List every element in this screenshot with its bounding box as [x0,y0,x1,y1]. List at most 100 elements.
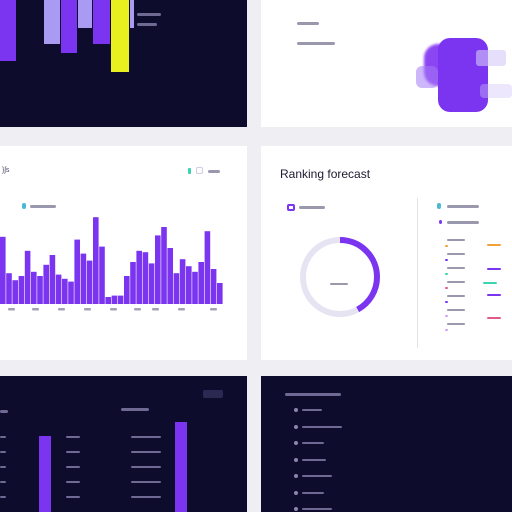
placeholder-label [66,496,80,498]
placeholder-label [330,283,348,285]
histogram-bar [105,297,111,304]
histogram-bar [43,264,49,304]
histogram-bar [24,250,31,304]
list-item-placeholder[interactable] [302,475,332,477]
histogram-bar [93,217,99,304]
list-item-placeholder[interactable] [302,458,326,461]
histogram-bar [204,231,211,304]
placeholder-label [447,253,465,255]
histogram-bar [31,271,37,304]
axis-tick-placeholder [58,308,65,311]
list-bullet-icon [294,441,298,445]
legend-swatch [445,245,448,247]
page-title: Ranking forecast [280,167,371,181]
placeholder-label [66,451,80,453]
legend-swatch [487,244,501,246]
histogram-card: }ʃs [0,146,247,360]
histogram-bar [62,278,68,304]
histogram-bar [74,239,80,304]
histogram-bar [18,276,25,304]
histogram-bar [186,266,192,304]
legend-swatch [445,315,448,317]
placeholder-label [447,221,479,224]
legend-dot-icon [188,168,191,174]
legend-swatch [487,294,501,296]
axis-tick-placeholder [134,308,141,311]
histogram-bar [198,262,204,304]
donut-arc [300,237,380,317]
bottom-bars-card [0,376,247,512]
placeholder-label [285,393,341,396]
legend-swatch [445,329,448,331]
list-item-placeholder[interactable] [302,425,342,428]
placeholder-label [137,23,157,26]
list-bullet-icon [294,457,298,462]
histogram-bar [80,253,87,304]
list-item-placeholder[interactable] [302,409,322,411]
histogram-bar [37,276,43,304]
placeholder-label [297,22,319,25]
placeholder-label [66,436,80,438]
placeholder-label [137,13,161,16]
forecast-card: Ranking forecast [261,146,512,360]
placeholder-label [66,481,80,483]
histogram-bar [130,262,136,304]
histogram-bar [86,260,93,304]
histogram-bar [111,295,118,304]
legend-swatch [445,259,448,261]
list-item-placeholder[interactable] [302,442,324,444]
histogram-bar [217,283,223,304]
placeholder-label [131,481,161,483]
list-item-placeholder[interactable] [302,491,324,494]
list-item-placeholder[interactable] [302,508,332,510]
histogram-chart [0,217,223,311]
blob-card [261,0,512,127]
bottom-bar [175,422,187,512]
blob-shape-icon [416,38,512,112]
placeholder-label [447,239,465,241]
legend-swatch [445,287,448,289]
placeholder-label [131,451,161,453]
histogram-bar [210,269,217,304]
histogram-bar [167,248,173,304]
histogram-bar [49,255,56,304]
placeholder-label [131,436,161,438]
placeholder-label [447,295,465,297]
placeholder-label [447,309,465,311]
histogram-bar [55,274,62,304]
bottom-bar [39,436,51,512]
histogram-bar [148,263,155,304]
list-bullet-icon [294,474,298,478]
divider [417,198,418,348]
list-card [261,376,512,512]
legend-swatch [445,273,448,275]
histogram-bar [6,273,12,304]
axis-tick-placeholder [8,308,15,311]
placeholder-label [0,436,6,438]
placeholder-label [0,410,8,413]
histogram-bar [192,271,198,304]
placeholder-label [0,466,6,468]
list-bullet-icon [294,507,298,511]
legend-dot-icon [439,220,442,224]
list-bullet-icon [294,408,298,412]
top-bar [130,0,134,28]
legend-dot-icon [22,203,26,209]
list-bullet-icon [294,424,298,429]
legend-swatch [487,317,501,319]
top-bar [61,0,77,53]
top-bars-card [0,0,247,127]
card-corner-mark: }ʃs [2,167,10,174]
legend-swatch [487,268,501,270]
histogram-bar [12,280,18,304]
filter-icon[interactable] [196,167,203,174]
top-bar [0,0,16,61]
placeholder-label [208,170,220,173]
action-button[interactable] [203,390,223,398]
placeholder-label [121,408,149,411]
placeholder-label [447,323,465,325]
axis-tick-placeholder [152,308,159,311]
histogram-bar [179,259,186,304]
legend-dot-icon [437,203,441,209]
histogram-bar [161,227,167,304]
